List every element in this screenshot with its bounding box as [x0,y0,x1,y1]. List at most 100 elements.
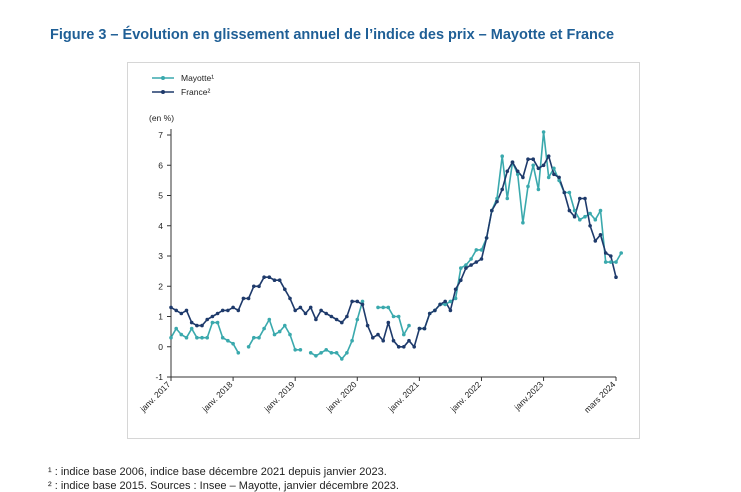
data-point-mayotte [386,305,391,310]
data-point-france [277,278,282,283]
data-point-france [567,208,572,213]
data-point-mayotte [495,196,499,201]
y-tick-label: 7 [158,130,163,140]
y-tick-label: 2 [158,281,163,291]
data-point-france [427,311,432,316]
data-point-france [541,163,546,168]
data-point-france [308,305,313,310]
data-point-france [200,323,204,328]
data-point-france [453,287,458,292]
data-point-mayotte [345,351,349,355]
data-point-mayotte [169,335,173,340]
data-point-france [215,311,220,316]
data-point-mayotte [246,345,251,349]
data-point-france [469,263,473,267]
data-point-mayotte [329,351,334,355]
data-point-mayotte [396,314,401,319]
data-point-france [588,224,592,228]
data-point-mayotte [324,348,329,352]
data-point-mayotte [391,314,396,319]
figure-title: Figure 3 – Évolution en glissement annue… [50,27,615,43]
data-point-france [422,326,427,331]
data-point-france [303,311,308,316]
series-line-mayotte [170,131,622,360]
data-point-france [609,254,613,258]
data-point-france [614,275,618,280]
data-point-france [195,323,199,328]
footnote-2: ² : indice base 2015. Sources : Insee – … [48,480,399,492]
data-point-france [417,326,422,331]
data-point-france [174,308,178,313]
x-tick-label: janv. 2017 [137,379,172,414]
data-point-mayotte [277,329,282,334]
legend-label: Mayotte¹ [181,73,214,83]
data-point-france [593,239,598,243]
data-point-mayotte [293,348,298,352]
data-point-mayotte [500,154,505,158]
data-point-france [205,317,209,322]
legend-swatch-marker [161,76,165,80]
data-point-mayotte [360,299,365,304]
data-point-france [293,308,298,313]
data-point-france [231,305,235,310]
data-point-mayotte [210,320,215,325]
data-point-france [583,196,587,201]
data-point-france [479,257,484,261]
data-point-france [298,305,303,310]
data-point-mayotte [272,332,277,337]
data-point-mayotte [407,323,411,328]
data-point-france [246,296,251,301]
data-point-france [557,175,561,180]
data-point-mayotte [598,208,603,213]
data-point-mayotte [453,296,458,301]
data-point-mayotte [174,326,178,331]
data-point-mayotte [231,341,235,346]
data-point-mayotte [381,305,386,310]
data-point-mayotte [479,248,484,252]
data-point-france [189,320,194,325]
data-point-mayotte [189,326,194,331]
data-point-mayotte [609,260,613,264]
data-point-france [257,284,261,289]
data-point-france [236,308,241,313]
data-point-france [448,308,453,313]
data-point-france [412,345,417,349]
data-point-france [433,308,437,313]
data-point-france [226,308,230,313]
data-point-mayotte [536,187,541,192]
data-point-mayotte [205,335,209,340]
data-point-france [283,287,287,292]
y-tick-label: 1 [158,312,163,322]
footnote-1: ¹ : indice base 2006, indice base décemb… [48,466,387,478]
data-point-france [464,266,468,270]
data-point-mayotte [215,320,220,325]
data-point-france [288,296,292,301]
data-point-france [324,311,329,316]
data-point-mayotte [226,338,230,343]
y-tick-label: 4 [158,221,163,231]
data-point-mayotte [252,335,256,340]
data-point-france [355,299,360,304]
x-tick-label: janv. 2021 [386,379,421,414]
data-point-france [345,314,349,319]
data-point-mayotte [515,172,520,177]
x-tick-label: janv. 2020 [324,379,359,414]
x-tick-label: mars 2024 [582,379,618,415]
data-point-france [603,251,608,255]
data-point-mayotte [184,335,189,340]
data-point-france [169,305,173,310]
data-point-mayotte [474,248,479,252]
data-point-france [521,175,525,180]
data-point-france [515,169,520,174]
data-point-france [381,338,386,343]
legend-label: France² [181,87,210,97]
data-point-mayotte [257,335,261,340]
data-point-mayotte [469,257,473,261]
data-point-mayotte [334,351,339,355]
y-tick-label: 6 [158,160,163,170]
data-point-france [578,196,582,201]
data-point-france [407,338,411,343]
data-point-mayotte [603,260,608,264]
data-point-mayotte [298,348,303,352]
data-point-mayotte [552,166,556,171]
